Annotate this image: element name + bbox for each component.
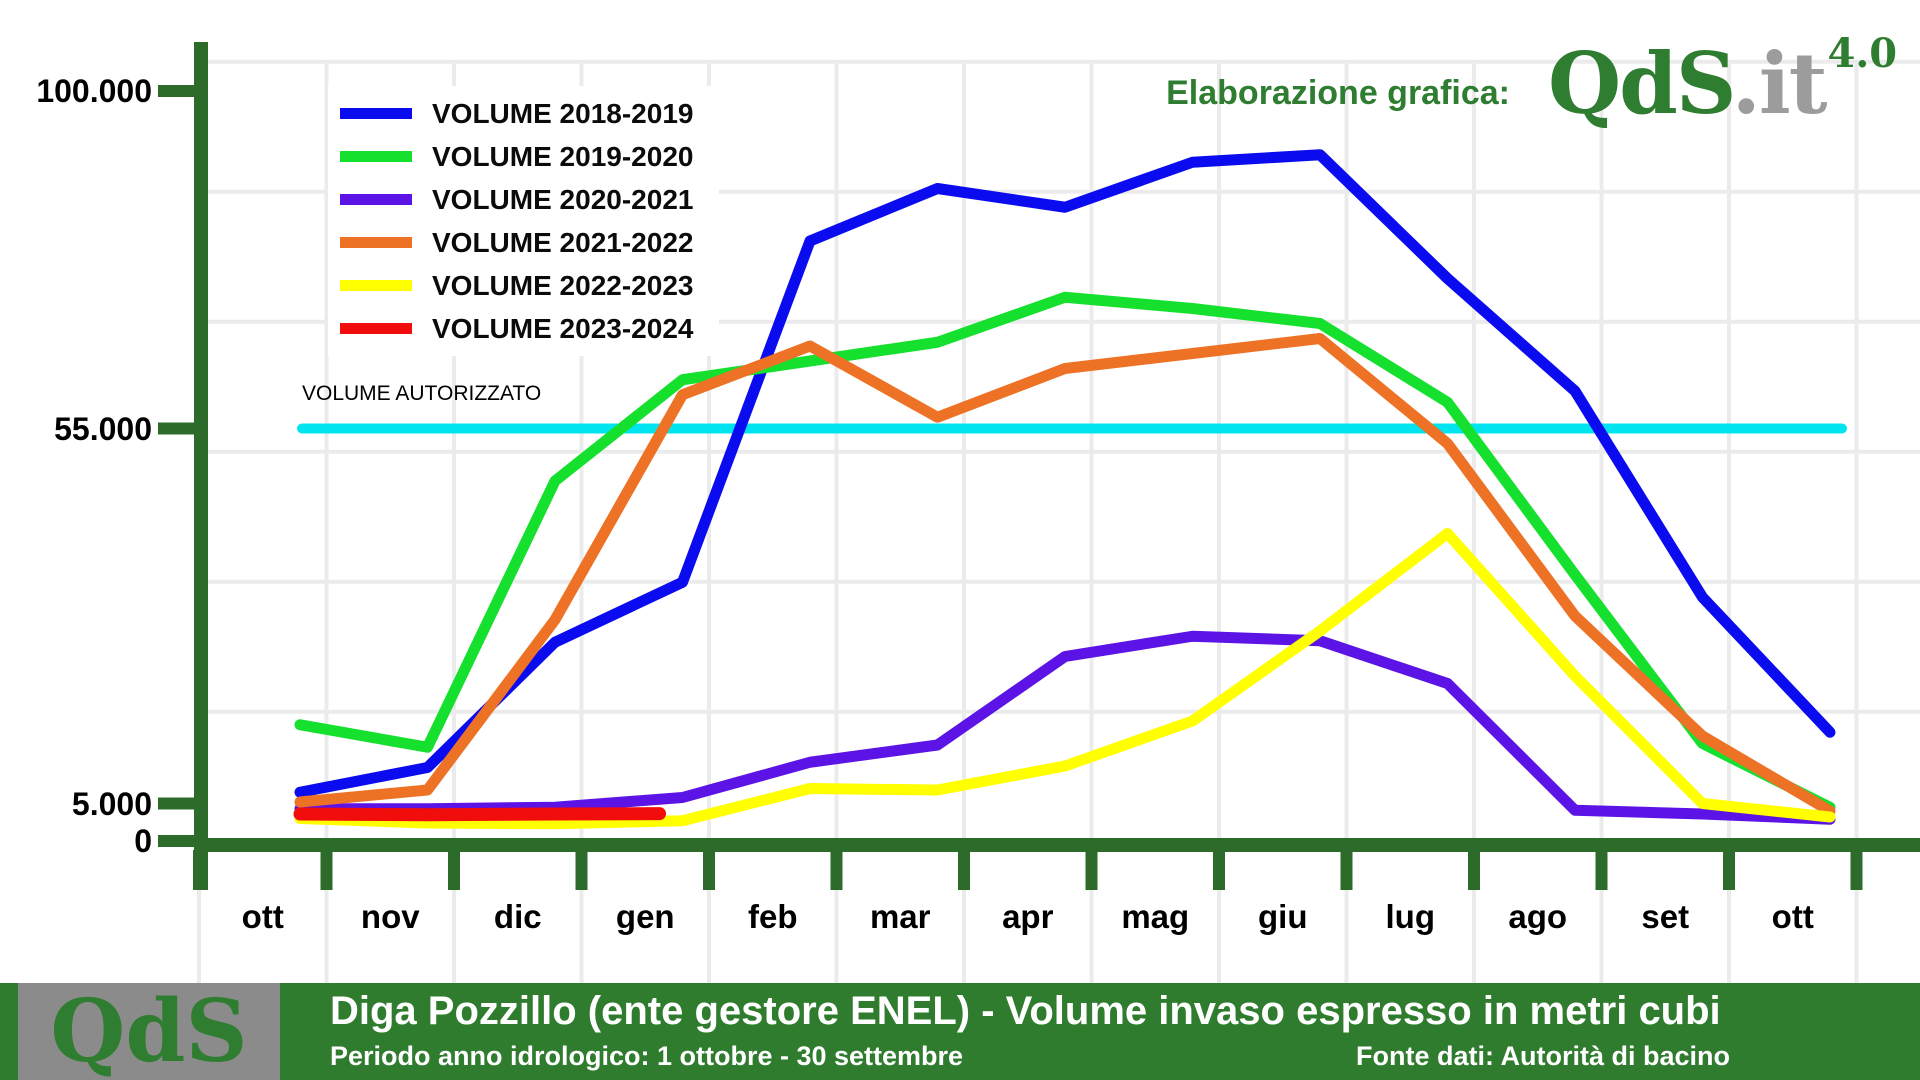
chart-title: Diga Pozzillo (ente gestore ENEL) - Volu…	[330, 989, 1721, 1033]
x-tick	[1850, 850, 1863, 890]
month-label-10: ago	[1508, 898, 1568, 935]
y-tick	[158, 422, 194, 435]
legend-swatch	[340, 194, 412, 205]
x-tick	[1468, 850, 1480, 890]
x-tick	[1340, 850, 1353, 890]
legend-swatch	[340, 280, 412, 291]
series-line-volume-2019-2020	[294, 291, 1836, 813]
series-line-volume-2018-2019	[294, 149, 1836, 798]
legend-row: VOLUME 2022-2023	[340, 264, 693, 307]
footer-banner: QdS Diga Pozzillo (ente gestore ENEL) - …	[0, 981, 1920, 1080]
x-axis-spine	[194, 838, 1920, 852]
legend-label: VOLUME 2022-2023	[432, 269, 694, 301]
y-axis-spine	[194, 42, 208, 890]
x-tick	[448, 850, 460, 890]
month-label-1: nov	[360, 898, 420, 935]
qds-it-logo: QdS.it4.0	[1548, 30, 1897, 133]
month-label-11: set	[1641, 898, 1690, 935]
month-label-2: dic	[493, 898, 542, 935]
y-tick-label: 0	[134, 823, 152, 859]
y-tick	[158, 835, 194, 847]
month-label-6: apr	[1002, 898, 1054, 935]
y-tick-label: 100.000	[36, 73, 152, 109]
legend-swatch	[340, 151, 412, 162]
x-tick	[320, 850, 333, 890]
y-tick	[158, 85, 194, 97]
y-tick	[158, 797, 194, 810]
month-label-7: mag	[1121, 898, 1190, 935]
y-tick-label: 55.000	[54, 410, 152, 447]
legend-row: VOLUME 2020-2021	[340, 178, 693, 221]
month-label-4: feb	[748, 898, 798, 935]
logo-qds-text: QdS	[1548, 34, 1734, 133]
x-tick	[703, 850, 715, 890]
legend-label: VOLUME 2020-2021	[432, 183, 694, 215]
series-line-volume-2023-2024	[293, 807, 667, 822]
logo-it-text: .it	[1731, 34, 1828, 133]
x-tick	[193, 850, 205, 890]
x-tick	[830, 850, 843, 890]
x-tick	[1085, 850, 1098, 890]
legend-label: VOLUME 2019-2020	[432, 140, 694, 172]
series-line-volume-2022-2023	[294, 528, 1836, 830]
y-tick-label: 5.000	[71, 785, 152, 822]
legend-row: VOLUME 2018-2019	[340, 92, 693, 135]
legend-row: VOLUME 2023-2024	[340, 307, 693, 350]
series-line-volume-2020-2021	[294, 630, 1836, 825]
x-tick	[1213, 850, 1225, 890]
legend-row: VOLUME 2019-2020	[340, 135, 693, 178]
legend-swatch	[340, 237, 412, 248]
month-label-12: ott	[1771, 898, 1814, 935]
month-label-0: ott	[241, 898, 284, 935]
chart-legend: VOLUME 2018-2019 VOLUME 2019-2020 VOLUME 2…	[328, 86, 720, 356]
x-tick	[575, 850, 588, 890]
month-label-8: giu	[1258, 898, 1308, 935]
x-tick	[1595, 850, 1608, 890]
elaborazione-grafica-text: Elaborazione grafica:	[1166, 74, 1510, 112]
legend-swatch	[340, 323, 412, 334]
legend-swatch	[340, 108, 412, 119]
x-tick	[958, 850, 970, 890]
month-label-5: mar	[869, 898, 931, 935]
legend-label: VOLUME 2023-2024	[432, 312, 694, 344]
source-subtitle: Fonte dati: Autorità di bacino	[1356, 1041, 1730, 1071]
period-subtitle: Periodo anno idrologico: 1 ottobre - 30 …	[330, 1041, 964, 1071]
series-line-volume-2021-2022	[294, 333, 1836, 817]
month-label-3: gen	[615, 898, 675, 935]
qds-logo-box: QdS	[18, 981, 280, 1080]
reference-line-label: VOLUME AUTORIZZATO	[302, 382, 542, 405]
month-label-9: lug	[1385, 898, 1435, 935]
legend-row: VOLUME 2021-2022	[340, 221, 693, 264]
x-tick	[1723, 850, 1735, 890]
legend-label: VOLUME 2018-2019	[432, 97, 694, 129]
legend-label: VOLUME 2021-2022	[432, 226, 694, 258]
logo-version-text: 4.0	[1827, 30, 1898, 77]
